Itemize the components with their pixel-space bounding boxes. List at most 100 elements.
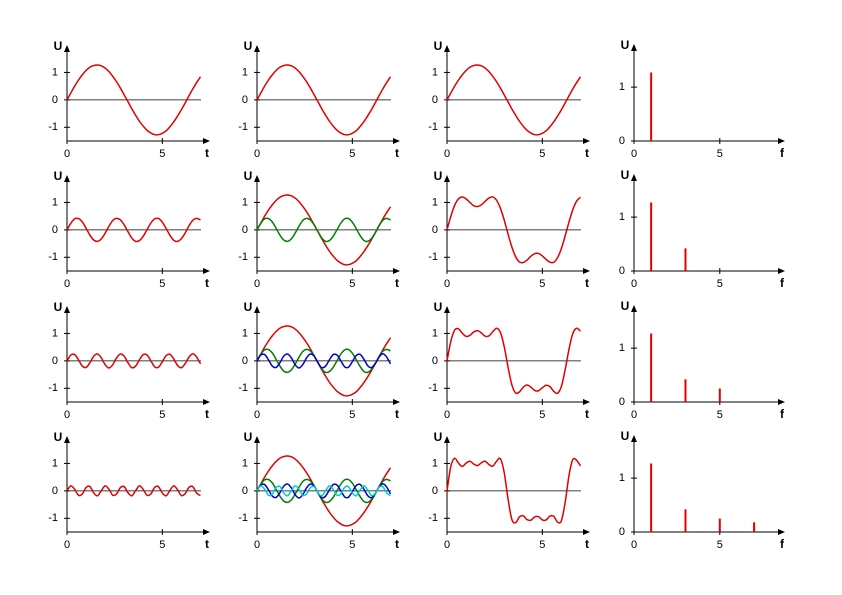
x-tick-label: 0 xyxy=(444,539,450,551)
x-tick-label: 0 xyxy=(254,278,260,290)
x-tick-label: 0 xyxy=(64,409,70,421)
y-tick-label: 0 xyxy=(432,224,438,236)
x-tick-label: 0 xyxy=(64,148,70,160)
y-axis-arrow xyxy=(254,306,260,313)
y-tick-label: -1 xyxy=(428,251,438,263)
y-tick-label: -1 xyxy=(48,382,58,394)
y-tick-label: 1 xyxy=(619,81,625,93)
signal-line xyxy=(66,485,201,497)
x-axis-label: t xyxy=(395,146,399,160)
signal-line xyxy=(256,478,391,504)
y-axis-arrow xyxy=(631,305,637,312)
x-tick-label: 0 xyxy=(254,148,260,160)
y-axis-label: U xyxy=(244,430,253,444)
x-axis-arrow xyxy=(778,268,785,274)
y-tick-label: 0 xyxy=(52,485,58,497)
y-axis-label: U xyxy=(434,39,443,53)
y-tick-label: -1 xyxy=(48,121,58,133)
y-tick-label: 1 xyxy=(619,472,625,484)
y-tick-label: 1 xyxy=(432,66,438,78)
y-axis-arrow xyxy=(254,436,260,443)
y-axis-arrow xyxy=(254,45,260,52)
signal-line xyxy=(256,485,391,497)
y-tick-label: -1 xyxy=(48,512,58,524)
x-axis-label: f xyxy=(780,537,785,551)
x-tick-label: 5 xyxy=(717,409,723,421)
y-tick-label: 0 xyxy=(619,265,625,277)
y-tick-label: 1 xyxy=(242,457,248,469)
y-tick-label: 1 xyxy=(242,327,248,339)
x-axis-label: t xyxy=(585,276,589,290)
x-tick-label: 0 xyxy=(631,278,637,290)
y-axis-label: U xyxy=(434,300,443,314)
x-axis-arrow xyxy=(778,399,785,405)
x-tick-label: 5 xyxy=(539,539,545,551)
y-axis-label: U xyxy=(54,39,63,53)
signal-line xyxy=(446,64,582,136)
y-tick-label: 0 xyxy=(242,355,248,367)
y-tick-label: 1 xyxy=(52,66,58,78)
x-axis-label: t xyxy=(395,407,399,421)
y-tick-label: 0 xyxy=(52,224,58,236)
y-tick-label: -1 xyxy=(48,251,58,263)
y-axis-arrow xyxy=(444,45,450,52)
signal-line xyxy=(256,325,392,397)
y-tick-label: 0 xyxy=(619,135,625,147)
y-tick-label: 1 xyxy=(52,327,58,339)
y-axis-arrow xyxy=(64,175,70,182)
x-axis-arrow xyxy=(583,138,590,144)
signal-line xyxy=(446,327,581,395)
signal-line xyxy=(256,217,391,243)
signal-line xyxy=(256,455,392,527)
x-axis-arrow xyxy=(393,529,400,535)
y-tick-label: 0 xyxy=(242,485,248,497)
y-axis-label: U xyxy=(244,300,253,314)
x-tick-label: 5 xyxy=(717,539,723,551)
x-tick-label: 5 xyxy=(717,148,723,160)
x-tick-label: 5 xyxy=(539,148,545,160)
x-tick-label: 5 xyxy=(349,539,355,551)
y-tick-label: 0 xyxy=(432,355,438,367)
x-axis-label: t xyxy=(585,407,589,421)
y-axis-label: U xyxy=(434,430,443,444)
y-tick-label: -1 xyxy=(238,251,248,263)
y-axis-label: U xyxy=(621,299,630,313)
x-axis-arrow xyxy=(778,138,785,144)
x-axis-arrow xyxy=(393,399,400,405)
x-tick-label: 0 xyxy=(64,539,70,551)
y-tick-label: -1 xyxy=(428,121,438,133)
x-tick-label: 5 xyxy=(539,409,545,421)
y-tick-label: 1 xyxy=(432,327,438,339)
y-axis-label: U xyxy=(54,169,63,183)
x-tick-label: 5 xyxy=(159,409,165,421)
signal-line xyxy=(66,64,202,136)
signal-line xyxy=(256,348,391,374)
y-axis-arrow xyxy=(631,44,637,51)
y-tick-label: 1 xyxy=(619,211,625,223)
x-axis-label: t xyxy=(395,276,399,290)
x-tick-label: 5 xyxy=(349,409,355,421)
y-tick-label: 0 xyxy=(432,94,438,106)
x-axis-label: t xyxy=(205,407,209,421)
signal-line xyxy=(446,196,581,264)
x-axis-arrow xyxy=(393,268,400,274)
y-tick-label: 1 xyxy=(52,196,58,208)
x-tick-label: 5 xyxy=(159,278,165,290)
y-tick-label: -1 xyxy=(238,121,248,133)
y-tick-label: 1 xyxy=(242,196,248,208)
x-tick-label: 0 xyxy=(631,539,637,551)
y-tick-label: 0 xyxy=(432,485,438,497)
y-axis-label: U xyxy=(621,38,630,52)
x-axis-label: t xyxy=(585,146,589,160)
x-tick-label: 5 xyxy=(159,148,165,160)
x-tick-label: 0 xyxy=(444,278,450,290)
y-tick-label: 1 xyxy=(432,457,438,469)
y-axis-label: U xyxy=(244,39,253,53)
x-tick-label: 0 xyxy=(254,539,260,551)
x-tick-label: 5 xyxy=(349,148,355,160)
y-axis-arrow xyxy=(64,45,70,52)
x-tick-label: 0 xyxy=(631,409,637,421)
x-axis-arrow xyxy=(203,529,210,535)
x-tick-label: 5 xyxy=(539,278,545,290)
x-axis-label: t xyxy=(205,537,209,551)
